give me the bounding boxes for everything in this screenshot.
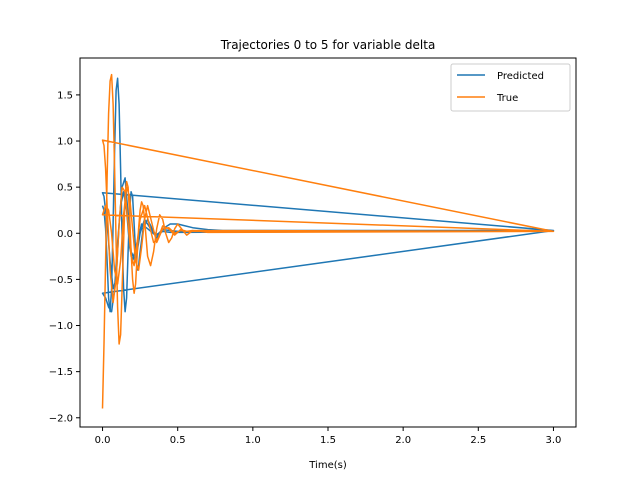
y-tick-label: −2.0: [49, 413, 73, 424]
y-axis: −2.0 −1.5 −1.0 −0.5 0.0 0.5 1.0 1.5: [49, 90, 80, 424]
x-tick-label: 1.5: [320, 435, 336, 446]
y-tick-label: 1.5: [57, 90, 73, 101]
y-tick-label: 0.0: [57, 229, 73, 240]
chart-title: Trajectories 0 to 5 for variable delta: [220, 38, 436, 52]
x-axis: 0.0 0.5 1.0 1.5 2.0 2.5 3.0: [95, 427, 562, 446]
y-tick-label: 0.5: [57, 183, 73, 194]
x-axis-label: Time(s): [308, 460, 347, 471]
legend-label-predicted: Predicted: [497, 71, 544, 82]
series-line-true: [101, 73, 555, 409]
y-tick-label: −1.0: [49, 321, 73, 332]
x-tick-label: 1.0: [245, 435, 261, 446]
x-tick-label: 0.5: [170, 435, 186, 446]
x-tick-label: 3.0: [546, 435, 562, 446]
y-tick-label: −1.5: [49, 367, 73, 378]
series-layer: [101, 73, 555, 409]
legend-label-true: True: [496, 93, 518, 104]
legend: Predicted True: [450, 63, 571, 112]
x-tick-label: 0.0: [95, 435, 111, 446]
y-tick-label: 1.0: [57, 137, 73, 148]
x-tick-label: 2.0: [395, 435, 411, 446]
y-tick-label: −0.5: [49, 275, 73, 286]
x-tick-label: 2.5: [470, 435, 486, 446]
